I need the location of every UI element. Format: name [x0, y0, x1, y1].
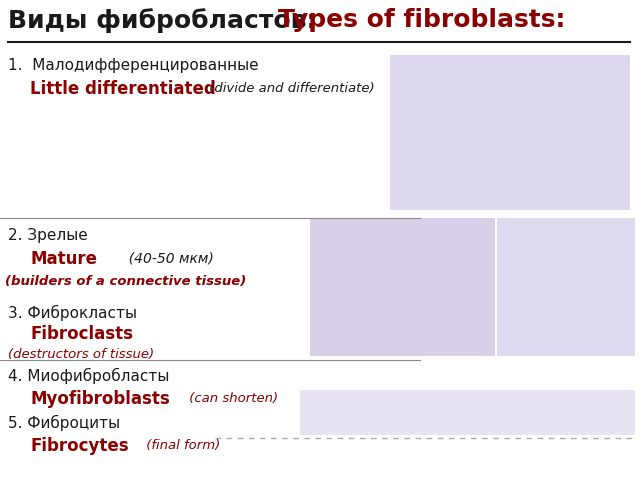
Text: (can shorten): (can shorten)	[185, 392, 278, 405]
Text: Types of fibroblasts:: Types of fibroblasts:	[278, 8, 565, 32]
Text: (40-50 мкм): (40-50 мкм)	[120, 252, 214, 266]
Text: 5. Фиброциты: 5. Фиброциты	[8, 415, 120, 431]
Text: (divide and differentiate): (divide and differentiate)	[205, 82, 374, 95]
Text: (destructors of tissue): (destructors of tissue)	[8, 348, 154, 361]
Text: 3. Фиброкласты: 3. Фиброкласты	[8, 305, 137, 321]
FancyBboxPatch shape	[300, 390, 635, 435]
Text: 2. Зрелые: 2. Зрелые	[8, 228, 88, 243]
FancyBboxPatch shape	[390, 55, 630, 210]
Text: Виды фибробластов:: Виды фибробластов:	[8, 8, 316, 33]
Text: Little differentiated: Little differentiated	[30, 80, 216, 98]
Text: Fibrocytes: Fibrocytes	[30, 437, 129, 455]
FancyBboxPatch shape	[497, 218, 635, 356]
Text: (final form): (final form)	[142, 439, 220, 452]
Text: 4. Миофибробласты: 4. Миофибробласты	[8, 368, 170, 384]
Text: Myofibroblasts: Myofibroblasts	[30, 390, 170, 408]
Text: 1.  Малодифференцированные: 1. Малодифференцированные	[8, 58, 259, 73]
Text: Fibroclasts: Fibroclasts	[30, 325, 133, 343]
Text: Mature: Mature	[30, 250, 97, 268]
Text: (builders of a connective tissue): (builders of a connective tissue)	[5, 275, 246, 288]
FancyBboxPatch shape	[310, 218, 495, 356]
